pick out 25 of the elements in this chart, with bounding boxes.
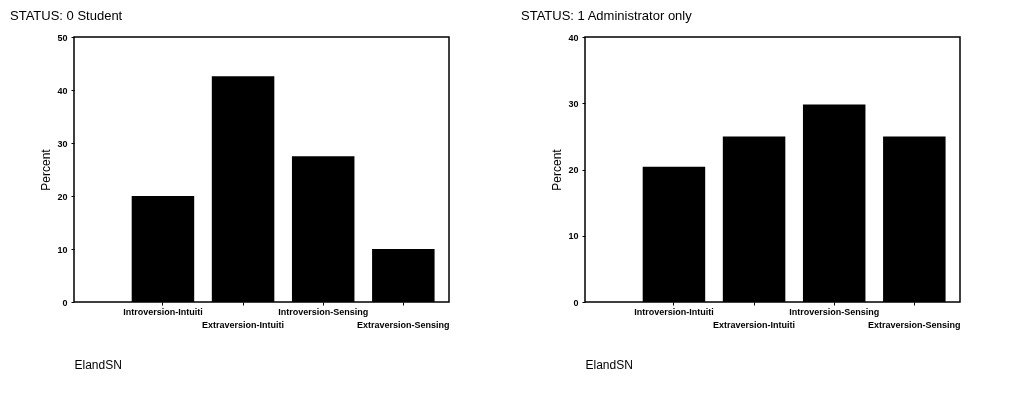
- chart-title: STATUS: 1 Administrator only: [520, 8, 693, 23]
- y-tick-label: 30: [57, 138, 68, 149]
- x-axis-title: ElandSN: [74, 357, 122, 372]
- x-tick-label: Introversion-Intuiti: [634, 306, 714, 317]
- x-tick-label: Introversion-Intuiti: [123, 306, 203, 317]
- chart-title: STATUS: 0 Student: [9, 8, 123, 23]
- x-tick-label: Introversion-Sensing: [789, 306, 880, 317]
- x-tick-label: Introversion-Sensing: [278, 306, 369, 317]
- y-tick-label: 0: [62, 297, 68, 308]
- y-tick-label: 20: [568, 165, 579, 175]
- y-tick-label: 40: [57, 85, 68, 96]
- y-tick-label: 20: [57, 191, 68, 202]
- y-axis-title: Percent: [550, 148, 565, 191]
- y-tick-label: 50: [57, 32, 68, 43]
- y-tick-label: 0: [573, 297, 579, 308]
- y-axis-title: Percent: [39, 148, 54, 191]
- y-tick-label: 10: [568, 231, 579, 242]
- y-tick-label: 40: [568, 32, 579, 43]
- y-tick-label: 10: [57, 244, 68, 255]
- x-axis-title: ElandSN: [585, 357, 633, 372]
- x-tick-label: Extraversion-Sensing: [357, 319, 450, 330]
- x-tick-label: Extraversion-Intuiti: [713, 319, 796, 330]
- x-tick-label: Extraversion-Intuiti: [202, 319, 285, 330]
- y-tick-label: 30: [568, 98, 579, 109]
- x-tick-label: Extraversion-Sensing: [868, 319, 961, 330]
